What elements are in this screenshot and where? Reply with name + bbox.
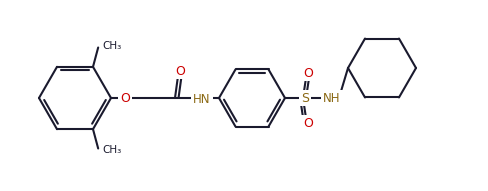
Text: HN: HN xyxy=(193,92,211,105)
Text: O: O xyxy=(303,117,313,129)
Text: NH: NH xyxy=(323,91,341,104)
Text: O: O xyxy=(120,91,130,104)
Text: CH₃: CH₃ xyxy=(102,146,122,155)
Text: O: O xyxy=(303,66,313,79)
Text: O: O xyxy=(175,65,185,78)
Text: S: S xyxy=(301,91,309,104)
Text: CH₃: CH₃ xyxy=(102,40,122,50)
